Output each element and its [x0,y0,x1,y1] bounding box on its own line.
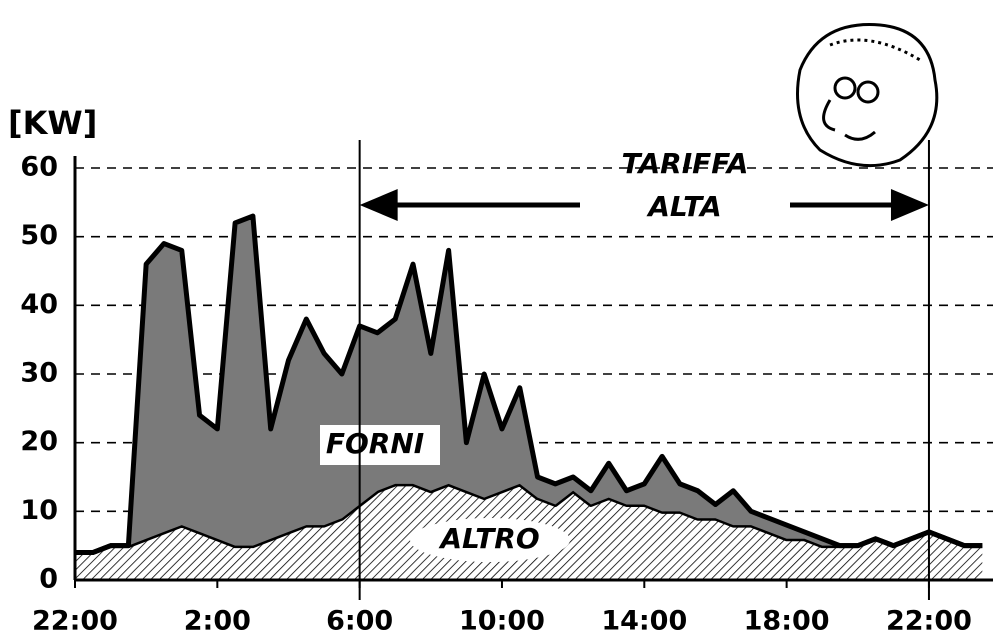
x-tick-label: 10:00 [459,606,545,637]
x-tick-label: 2:00 [184,606,251,637]
x-tick-label: 14:00 [601,606,687,637]
x-tick-label: 6:00 [326,606,393,637]
arrow-head [360,189,398,221]
page: {"chart_data": { "type": "stacked-area",… [0,0,994,640]
cartoon-face [798,25,937,166]
y-tick-label: 10 [20,495,58,526]
annotation-text: TARIFFA [622,147,749,180]
annotation-text: ALTA [646,190,721,223]
y-axis-label: [KW] [8,104,97,142]
y-tick-label: 60 [20,152,58,183]
y-tick-label: 50 [20,220,58,251]
y-tick-label: 20 [20,426,58,457]
x-tick-label: 18:00 [744,606,830,637]
series-label: ALTRO [438,522,539,555]
chart: [KW] 0 10 20 30 40 50 60 22:00 2:00 6:00 10:00 14:0… [0,0,994,640]
x-tick-label: 22:00 [886,606,972,637]
x-tick-label: 22:00 [32,606,118,637]
arrow-head [891,189,929,221]
y-tick-label: 30 [20,358,58,389]
y-tick-label: 0 [39,564,58,595]
y-tick-label: 40 [20,289,58,320]
series-label: FORNI [326,427,424,460]
